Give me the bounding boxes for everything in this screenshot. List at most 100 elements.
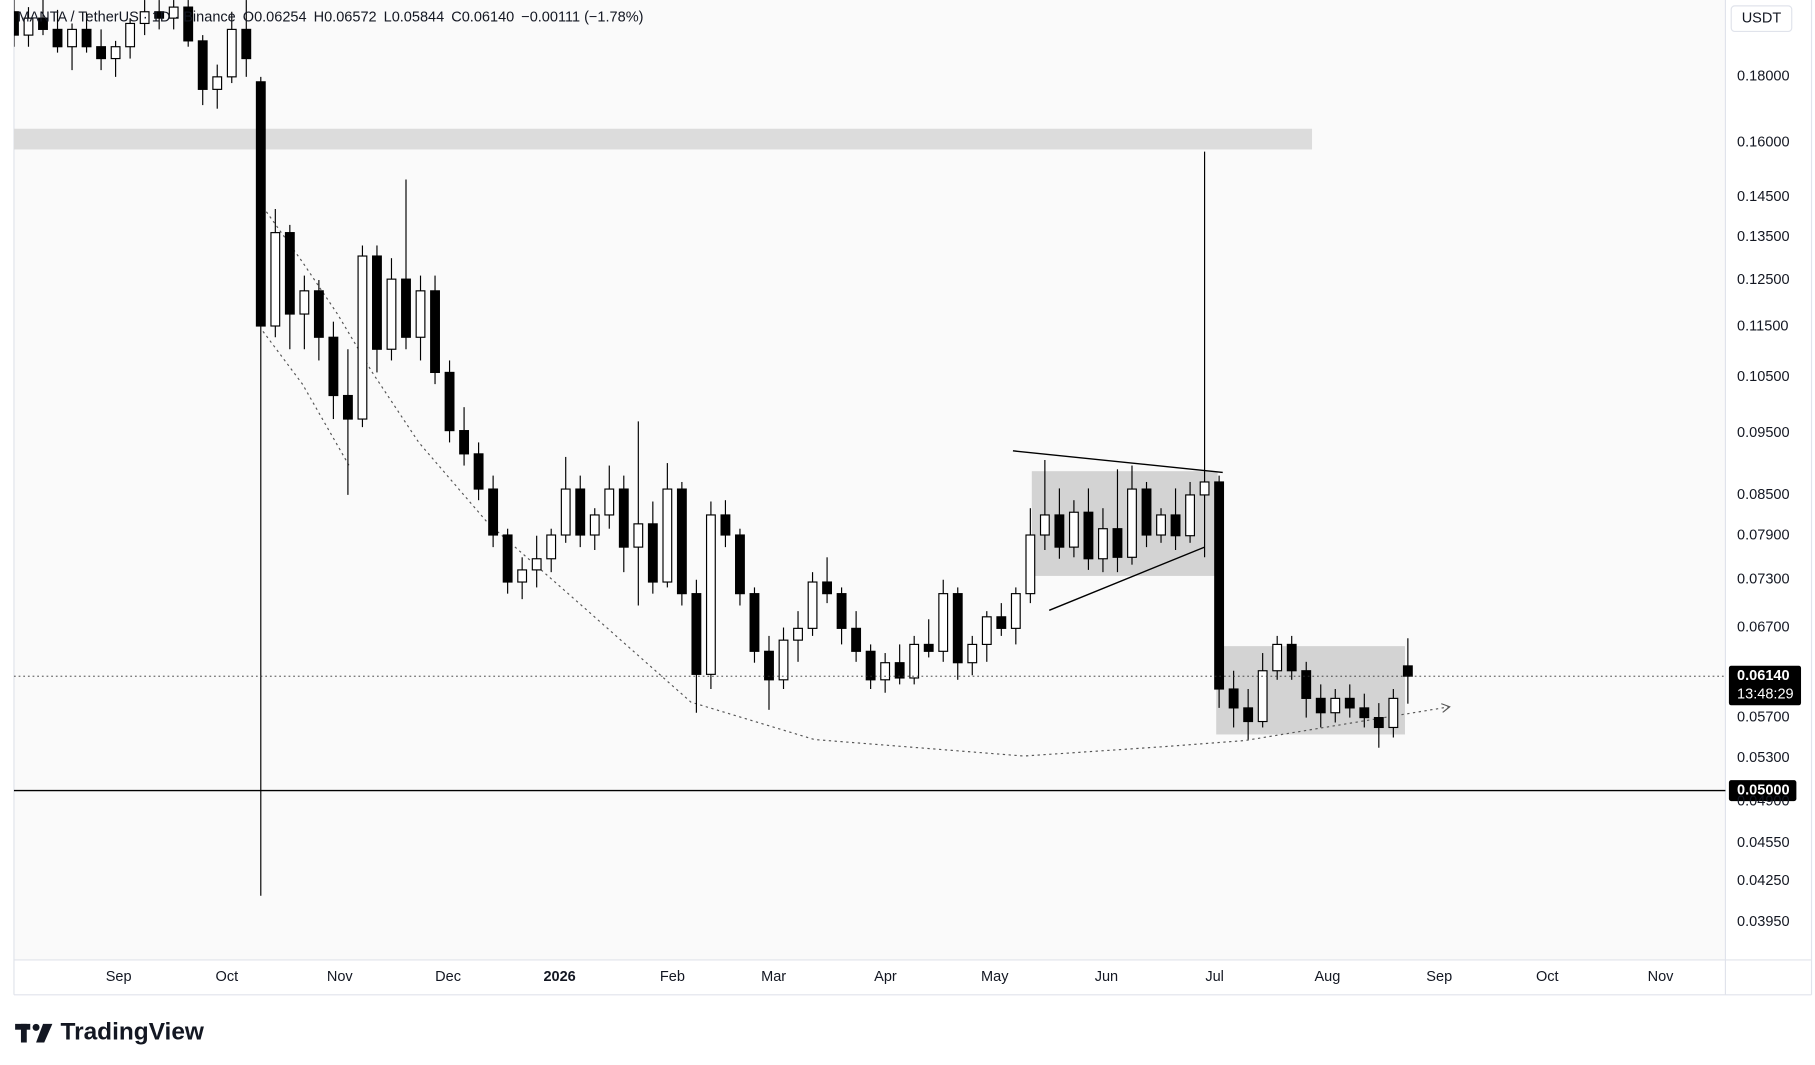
candle-body — [589, 514, 600, 536]
candle-body — [372, 255, 382, 350]
y-tick-label: 0.12500 — [1737, 272, 1790, 288]
zone — [13, 128, 1313, 150]
candle-body — [807, 581, 818, 629]
candle-body — [1199, 481, 1210, 496]
x-tick-label: Feb — [660, 969, 685, 985]
candle-body — [38, 17, 48, 30]
candle-body — [1185, 494, 1196, 537]
trendline — [1012, 450, 1223, 474]
candle-body — [125, 22, 136, 48]
candle-body — [1083, 511, 1094, 560]
candle-body — [735, 534, 745, 595]
candle-body — [96, 46, 107, 60]
candle-body — [1025, 534, 1036, 595]
candle-body — [1301, 670, 1312, 699]
candle-body — [1388, 697, 1399, 729]
candle-body — [793, 627, 803, 641]
y-tick-label: 0.16000 — [1737, 134, 1790, 150]
countdown: 13:48:29 — [1737, 687, 1794, 703]
currency-box — [1730, 5, 1793, 33]
candle-body — [778, 639, 789, 681]
level-tag — [1728, 780, 1797, 802]
candle-body — [67, 28, 77, 48]
candle-body — [560, 488, 571, 536]
candle-body — [909, 643, 920, 679]
candle-body — [633, 523, 644, 548]
logo-part — [36, 1023, 53, 1043]
y-tick-label: 0.05300 — [1737, 750, 1790, 766]
candle-body — [720, 514, 731, 536]
x-tick-label: May — [981, 969, 1009, 985]
candle-body — [1330, 697, 1341, 714]
symbol: MANTA / TetherUS · 1D · Binance — [17, 9, 235, 25]
x-tick-label: Sep — [1426, 969, 1452, 985]
candle-body — [1054, 514, 1065, 548]
candle-body — [459, 430, 470, 455]
y-tick-label: 0.07900 — [1737, 528, 1790, 544]
candle-body — [52, 28, 63, 48]
candle-body — [822, 581, 833, 595]
candle-body — [836, 593, 847, 629]
ohlc-key: L — [384, 9, 392, 25]
candle-body — [865, 650, 876, 681]
candle-body — [996, 616, 1007, 629]
candle-body — [1039, 514, 1050, 536]
ohlc-key: C — [451, 9, 461, 25]
candle-body — [415, 290, 426, 338]
x-tick-label: 2026 — [543, 969, 575, 985]
candle-body — [183, 6, 194, 42]
y-tick-label: 0.04900 — [1737, 794, 1790, 810]
candle-body — [328, 336, 339, 397]
price-axis — [1725, 0, 1812, 995]
y-tick-label: 0.07300 — [1737, 572, 1790, 588]
x-tick-label: Nov — [327, 969, 354, 985]
candle-body — [110, 46, 121, 60]
candle-body — [502, 534, 513, 583]
last-price-tag — [1728, 665, 1802, 706]
candle-body — [81, 28, 92, 48]
y-tick-label: 0.08500 — [1737, 487, 1790, 503]
y-tick-label: 0.18000 — [1737, 69, 1790, 85]
candle-body — [923, 643, 934, 652]
candle-body — [938, 593, 949, 652]
curve — [262, 206, 1449, 757]
y-tick-label: 0.11500 — [1737, 318, 1788, 334]
candle-body — [1112, 528, 1123, 558]
candle-body — [430, 290, 440, 374]
candle-body — [647, 523, 658, 583]
curve — [262, 331, 350, 466]
drawings — [262, 206, 1449, 757]
candle-body — [1359, 707, 1370, 719]
candle-body — [546, 534, 557, 560]
candle-body — [604, 488, 615, 516]
x-tick-label: Apr — [874, 969, 897, 985]
candle-body — [255, 81, 266, 327]
candle-body — [342, 394, 353, 420]
candle-body — [313, 290, 324, 338]
y-tick-label: 0.03950 — [1737, 914, 1790, 930]
candle-body — [764, 650, 774, 681]
brand-logo — [15, 1023, 53, 1043]
currency: USDT — [1742, 11, 1782, 27]
candle-body — [662, 488, 673, 583]
candle-body — [23, 17, 34, 36]
candle-body — [618, 488, 629, 548]
ohlc-value: 0.05844 — [392, 9, 445, 25]
candle-body — [444, 371, 455, 432]
candle-body — [473, 453, 484, 490]
logo-part — [20, 1023, 27, 1043]
ohlc-key: H — [314, 9, 325, 25]
candle-body — [139, 11, 150, 25]
candle-body — [1315, 697, 1326, 714]
change: −0.00111 (−1.78%) — [521, 9, 643, 25]
candle-body — [168, 6, 179, 19]
ohlc-value: 0.06572 — [324, 9, 377, 25]
candle-body — [981, 616, 992, 645]
candle-body — [357, 255, 368, 420]
brand: TradingView — [61, 1019, 205, 1046]
candle-body — [1141, 488, 1152, 536]
candle-body — [1156, 514, 1166, 536]
ohlc-value: 0.06254 — [254, 9, 307, 25]
candle-body — [967, 643, 978, 664]
